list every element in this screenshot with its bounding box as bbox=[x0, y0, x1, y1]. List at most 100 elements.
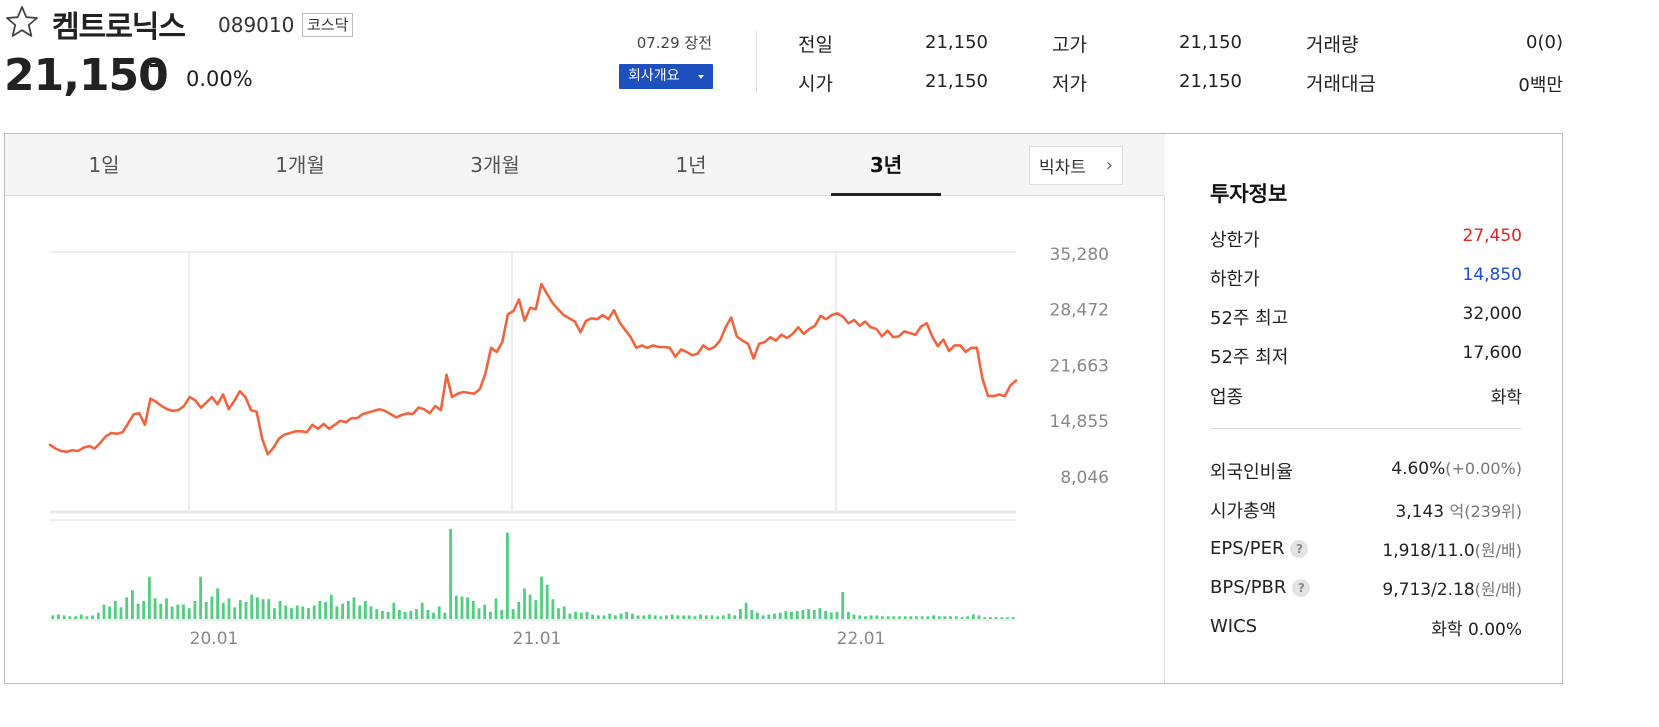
volume-bar bbox=[790, 611, 793, 619]
sector-value[interactable]: 화학 bbox=[1490, 388, 1522, 408]
volume-bar bbox=[631, 613, 634, 619]
tab-1-day[interactable]: 1일 bbox=[88, 153, 120, 177]
volume-bar bbox=[398, 610, 401, 619]
volume-bar bbox=[983, 617, 987, 619]
volume-bar bbox=[57, 614, 60, 619]
volume-bar bbox=[329, 594, 333, 619]
eps-per-label: EPS/PER? bbox=[1210, 538, 1309, 559]
volume-bar bbox=[511, 609, 515, 619]
volume-bar bbox=[915, 616, 918, 619]
volume-bar bbox=[847, 611, 850, 619]
volume-bar bbox=[994, 617, 998, 619]
volume-bar bbox=[619, 613, 623, 619]
volume-bar bbox=[903, 616, 907, 619]
eps-per-value: 1,918/11.0(원/배) bbox=[1382, 537, 1522, 561]
market-cap-label: 시가총액 bbox=[1210, 501, 1277, 522]
volume-bar bbox=[420, 602, 424, 619]
volume-bar bbox=[614, 615, 617, 619]
tab-3-year[interactable]: 3년 bbox=[869, 153, 903, 177]
big-chart-button[interactable]: 빅차트 › bbox=[1029, 146, 1123, 185]
volume-bar bbox=[182, 604, 185, 619]
volume-bar bbox=[113, 601, 117, 619]
volume-bar bbox=[238, 600, 242, 619]
volume-bar bbox=[869, 615, 873, 619]
bps-pbr-text: BPS/PBR bbox=[1210, 577, 1287, 598]
volume-bar bbox=[267, 599, 271, 619]
volume-bar bbox=[886, 616, 890, 619]
volume-bar bbox=[568, 613, 572, 619]
volume-bar bbox=[596, 615, 600, 619]
volume-bar bbox=[261, 599, 265, 619]
stock-code: 089010 bbox=[218, 13, 295, 37]
y-tick-label: 28,472 bbox=[1050, 301, 1109, 321]
header-divider bbox=[756, 30, 757, 92]
foreign-ratio-number: 4.60% bbox=[1391, 459, 1446, 479]
stat-label-low: 저가 bbox=[1052, 73, 1087, 95]
volume-bar bbox=[483, 604, 487, 619]
tab-1-month[interactable]: 1개월 bbox=[275, 153, 325, 177]
volume-bar bbox=[625, 611, 629, 619]
foreign-ratio-label: 외국인비율 bbox=[1210, 462, 1293, 483]
volume-bar bbox=[233, 607, 237, 619]
volume-bar bbox=[943, 616, 947, 619]
volume-bar bbox=[636, 615, 640, 619]
volume-bar bbox=[301, 606, 305, 619]
volume-bar bbox=[920, 616, 924, 619]
help-icon[interactable]: ? bbox=[1292, 579, 1311, 597]
volume-bar bbox=[778, 612, 782, 619]
volume-bar bbox=[801, 610, 805, 619]
volume-bar bbox=[392, 602, 396, 619]
price-volume-chart[interactable]: 20.01 21.01 22.01 35,280 28,472 21,663 14,855 8… bbox=[5, 196, 1165, 683]
volume-bar bbox=[364, 601, 367, 619]
volume-bar bbox=[773, 613, 776, 619]
x-tick-label: 22.01 bbox=[837, 629, 886, 649]
volume-bar bbox=[216, 588, 219, 619]
volume-bar bbox=[721, 615, 725, 619]
volume-bar bbox=[409, 610, 413, 619]
volume-bar bbox=[562, 606, 566, 619]
volume-bar bbox=[528, 594, 532, 619]
volume-bar bbox=[926, 616, 930, 619]
volume-bar bbox=[85, 616, 89, 619]
wics-value[interactable]: 화학 0.00% bbox=[1431, 620, 1522, 640]
volume-bar bbox=[335, 606, 339, 619]
tab-3-month[interactable]: 3개월 bbox=[470, 153, 520, 177]
volume-bar bbox=[432, 612, 435, 619]
y-tick-label: 21,663 bbox=[1050, 357, 1109, 377]
company-overview-button[interactable]: 회사개요 bbox=[619, 64, 713, 89]
volume-bar bbox=[96, 612, 100, 619]
foreign-ratio-value: 4.60%(+0.00%) bbox=[1391, 459, 1522, 479]
bps-pbr-number: 9,713/2.18 bbox=[1382, 580, 1475, 600]
volume-bar bbox=[477, 608, 481, 619]
volume-bar bbox=[881, 616, 884, 619]
chart-pane: 1일 1개월 3개월 1년 3년 빅차트 › 20.01 21.01 22.01 35… bbox=[5, 134, 1165, 683]
volume-bar bbox=[199, 576, 202, 619]
volume-bar bbox=[290, 608, 293, 619]
volume-bar bbox=[977, 615, 981, 619]
volume-bar bbox=[443, 612, 447, 619]
week52-low-value: 17,600 bbox=[1462, 343, 1522, 363]
volume-bar bbox=[750, 610, 754, 619]
volume-bar bbox=[142, 601, 146, 619]
foreign-ratio-change: (+0.00%) bbox=[1445, 459, 1522, 478]
volume-bar bbox=[534, 600, 538, 619]
favorite-star-icon[interactable] bbox=[4, 4, 40, 40]
info-divider bbox=[1210, 428, 1522, 429]
upper-limit-label: 상한가 bbox=[1210, 230, 1260, 251]
volume-bar bbox=[545, 584, 549, 619]
period-tabs: 1일 1개월 3개월 1년 3년 빅차트 › bbox=[5, 134, 1165, 196]
company-overview-label: 회사개요 bbox=[628, 68, 680, 84]
help-icon[interactable]: ? bbox=[1290, 540, 1309, 558]
bps-pbr-unit: (원/배) bbox=[1474, 580, 1522, 599]
volume-bar bbox=[727, 613, 731, 619]
volume-bar bbox=[704, 615, 708, 619]
volume-bar bbox=[523, 588, 526, 619]
volume-bar bbox=[932, 615, 935, 619]
volume-bar bbox=[653, 615, 657, 619]
volume-bar bbox=[494, 598, 498, 619]
market-cap-number: 3,143 bbox=[1395, 502, 1445, 522]
stat-label-open: 시가 bbox=[798, 73, 833, 95]
tab-1-year[interactable]: 1년 bbox=[675, 153, 707, 177]
volume-bar bbox=[648, 614, 651, 619]
volume-bar bbox=[517, 601, 521, 619]
